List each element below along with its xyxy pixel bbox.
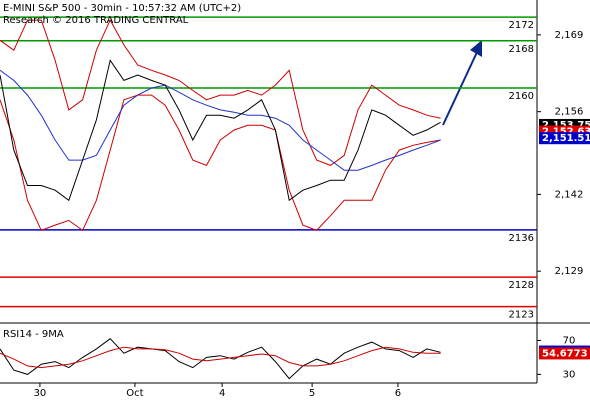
x-tick-label: 5	[309, 388, 315, 399]
price-tag	[539, 347, 590, 360]
price-tag-label: 2,152.63	[542, 127, 590, 138]
y-tick-label: 2,142	[555, 189, 584, 200]
x-tick-label: 6	[395, 388, 401, 399]
x-tick-label: Oct	[126, 388, 143, 399]
y-tick-label: 2,129	[555, 266, 584, 277]
level-label: 2160	[509, 91, 534, 102]
series-line	[0, 18, 441, 166]
y-tick-label: 2,156	[555, 107, 584, 118]
price-tag	[539, 118, 590, 131]
series-line	[0, 346, 441, 369]
forecast-arrow-head	[470, 40, 482, 57]
series-line	[0, 338, 441, 380]
x-tick-label: 30	[34, 388, 47, 399]
x-tick-label: 4	[219, 388, 225, 399]
price-tag	[539, 132, 590, 145]
y-tick-label: 30	[563, 369, 576, 380]
level-label: 2128	[509, 280, 534, 291]
y-tick-label: 2,169	[555, 30, 584, 41]
panel-subtitle: Research © 2016 TRADING CENTRAL	[3, 15, 189, 26]
level-label: 2168	[509, 44, 534, 55]
price-tag-label: 2,153.75	[542, 120, 590, 131]
price-tag-label: 54.6773	[542, 348, 588, 359]
price-tag	[539, 125, 590, 138]
level-label: 2172	[509, 20, 534, 31]
panel-title: E-MINI S&P 500 - 30min - 10:57:32 AM (UT…	[3, 3, 241, 14]
level-label: 2123	[509, 310, 534, 321]
series-line	[0, 94, 441, 232]
panel-title: RSI14 - 9MA	[3, 329, 64, 340]
price-tag-label: 2,151.51	[542, 133, 590, 144]
series-line	[0, 69, 441, 171]
y-tick-label: 70	[563, 335, 576, 346]
series-line	[0, 59, 441, 202]
level-label: 2136	[509, 233, 534, 244]
